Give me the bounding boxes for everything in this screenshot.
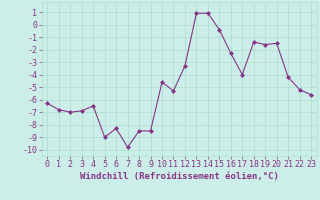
X-axis label: Windchill (Refroidissement éolien,°C): Windchill (Refroidissement éolien,°C) (80, 172, 279, 181)
